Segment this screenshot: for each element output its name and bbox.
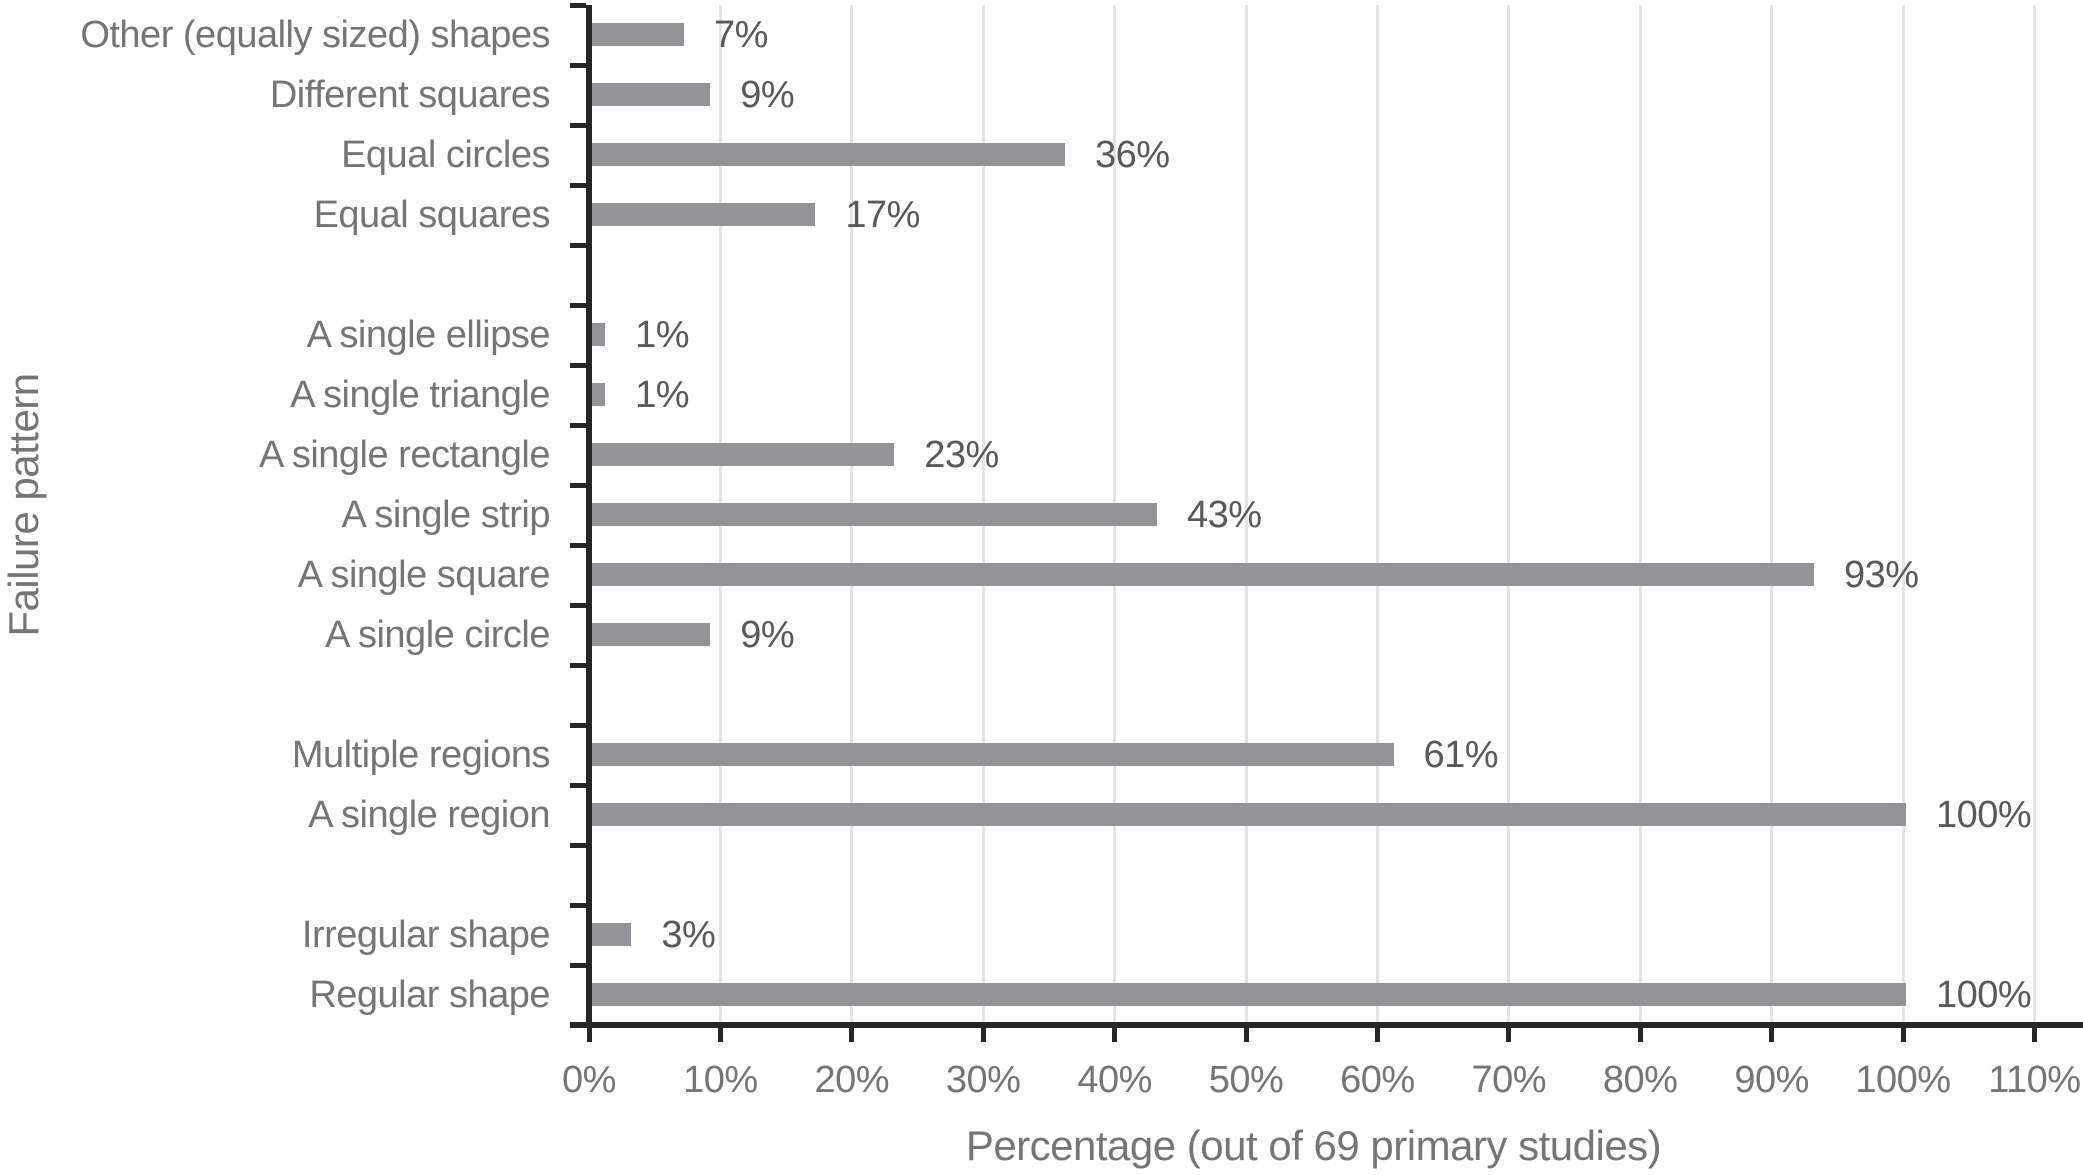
x-tick-label: 70% (1471, 1059, 1547, 1101)
bar (592, 743, 1394, 766)
y-axis-tick (570, 963, 586, 968)
x-axis-tick (1243, 1028, 1249, 1042)
value-label: 1% (635, 314, 690, 356)
y-axis-tick (570, 423, 586, 428)
bar (592, 323, 606, 346)
gridline (1638, 5, 1642, 1025)
bar (592, 923, 632, 946)
y-axis-tick (570, 183, 586, 188)
x-axis-tick (1374, 1028, 1380, 1042)
x-axis-tick (1769, 1028, 1775, 1042)
x-tick-label: 110% (1988, 1059, 2081, 1101)
x-tick-label: 60% (1340, 1059, 1415, 1101)
category-label: Other (equally sized) shapes (80, 14, 550, 56)
x-axis-tick (1900, 1028, 1906, 1042)
value-label: 9% (740, 614, 795, 656)
value-label: 36% (1095, 134, 1170, 176)
y-axis-tick (570, 3, 586, 8)
y-axis-tick (570, 63, 586, 68)
x-axis-tick (1637, 1028, 1643, 1042)
value-label: 7% (714, 14, 768, 56)
bar (592, 443, 895, 466)
category-label: A single circle (325, 614, 550, 656)
y-axis-tick (570, 723, 586, 728)
gridline (1901, 5, 1905, 1025)
bar (592, 983, 1906, 1006)
y-axis-tick (570, 243, 586, 248)
y-axis-tick (570, 123, 586, 128)
gridline (1770, 5, 1774, 1025)
category-label: Equal squares (313, 194, 551, 236)
category-label: Equal circles (341, 134, 550, 176)
category-label: Multiple regions (291, 734, 551, 776)
x-tick-label: 40% (1077, 1059, 1152, 1101)
value-label: 100% (1936, 974, 2032, 1016)
x-axis-tick (849, 1028, 855, 1042)
y-axis-tick (570, 543, 586, 548)
x-tick-label: 90% (1734, 1059, 1809, 1101)
value-label: 93% (1844, 554, 1919, 596)
y-axis-tick (570, 303, 586, 308)
bar (592, 383, 606, 406)
x-tick-label: 0% (562, 1059, 616, 1101)
gridline (1507, 5, 1511, 1025)
x-tick-label: 30% (945, 1059, 1021, 1101)
x-axis-tick (586, 1028, 592, 1042)
category-label: Different squares (269, 74, 551, 116)
value-label: 43% (1187, 494, 1262, 536)
x-tick-label: 50% (1208, 1059, 1284, 1101)
y-axis-tick (570, 903, 586, 908)
bar (592, 623, 711, 646)
value-label: 100% (1936, 794, 2032, 836)
category-label: Irregular shape (301, 914, 551, 956)
y-axis-tick (570, 483, 586, 488)
bar (592, 563, 1814, 586)
x-tick-label: 100% (1855, 1059, 1951, 1101)
y-axis-tick (570, 663, 586, 668)
gridline (1244, 5, 1248, 1025)
x-tick-label: 10% (683, 1059, 758, 1101)
category-label: A single square (297, 554, 551, 596)
y-axis-tick (570, 363, 586, 368)
y-axis-tick (570, 603, 586, 608)
gridline (2032, 5, 2036, 1025)
x-tick-label: 80% (1602, 1059, 1678, 1101)
bar (592, 83, 711, 106)
category-label: A single triangle (290, 374, 550, 416)
value-label: 3% (661, 914, 716, 956)
gridline (1375, 5, 1379, 1025)
x-tick-label: 20% (814, 1059, 890, 1101)
bar (592, 143, 1065, 166)
category-label: A single ellipse (306, 314, 551, 356)
value-label: 23% (924, 434, 999, 476)
value-label: 1% (635, 374, 690, 416)
x-axis-title: Percentage (out of 69 primary studies) (965, 1122, 1662, 1169)
x-axis-line (570, 1022, 2083, 1028)
category-label: A single region (308, 794, 550, 836)
value-label: 9% (740, 74, 795, 116)
bar (592, 203, 816, 226)
bar (592, 803, 1906, 826)
category-label: A single rectangle (259, 434, 550, 476)
x-axis-tick (1506, 1028, 1512, 1042)
y-axis-tick (570, 783, 586, 788)
y-axis-line (586, 5, 592, 1028)
value-label: 61% (1423, 734, 1499, 776)
y-axis-tick (570, 843, 586, 848)
bar (592, 503, 1157, 526)
bar (592, 23, 684, 46)
x-axis-tick (2031, 1028, 2037, 1042)
value-label: 17% (845, 194, 920, 236)
x-axis-tick (1112, 1028, 1118, 1042)
x-axis-tick (717, 1028, 723, 1042)
x-axis-tick (980, 1028, 986, 1042)
category-label: Regular shape (309, 974, 550, 1016)
category-label: A single strip (341, 494, 551, 536)
